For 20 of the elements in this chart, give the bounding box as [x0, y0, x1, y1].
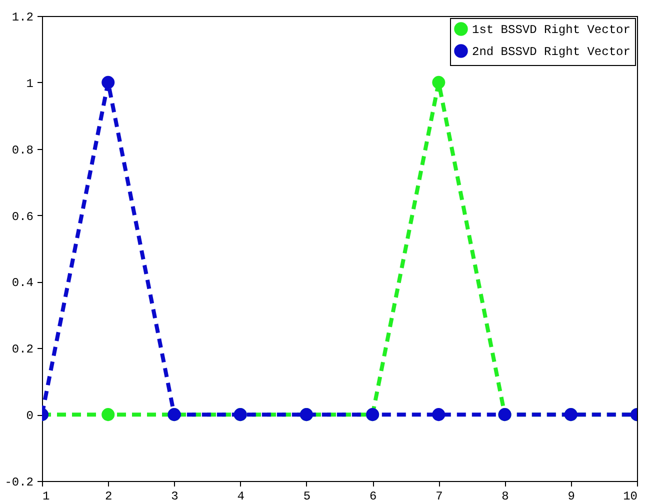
y-tick-label: 0.8 [12, 143, 34, 158]
x-tick-label: 2 [105, 490, 112, 502]
y-tick-label: 0.6 [12, 210, 34, 224]
y-tick-label: 0.2 [12, 342, 34, 357]
y-tick-label: 0.4 [12, 276, 34, 290]
legend-label: 2nd BSSVD Right Vector [472, 45, 630, 59]
y-tick-label: 1 [26, 76, 34, 91]
x-tick-label: 6 [369, 490, 377, 502]
x-tick-label: 4 [237, 490, 244, 502]
y-tick-label: 1.2 [12, 10, 34, 24]
y-tick-label: 0 [26, 409, 34, 424]
x-tick-label: 9 [568, 490, 575, 502]
y-tick-label: -0.2 [4, 476, 34, 490]
x-tick-label: 10 [623, 490, 638, 502]
x-tick-label: 7 [436, 490, 443, 502]
x-tick-label: 1 [42, 490, 50, 502]
x-tick-label: 3 [171, 490, 178, 502]
x-tick-label: 5 [303, 490, 311, 502]
legend-label: 1st BSSVD Right Vector [472, 23, 630, 37]
x-tick-label: 8 [502, 490, 509, 502]
